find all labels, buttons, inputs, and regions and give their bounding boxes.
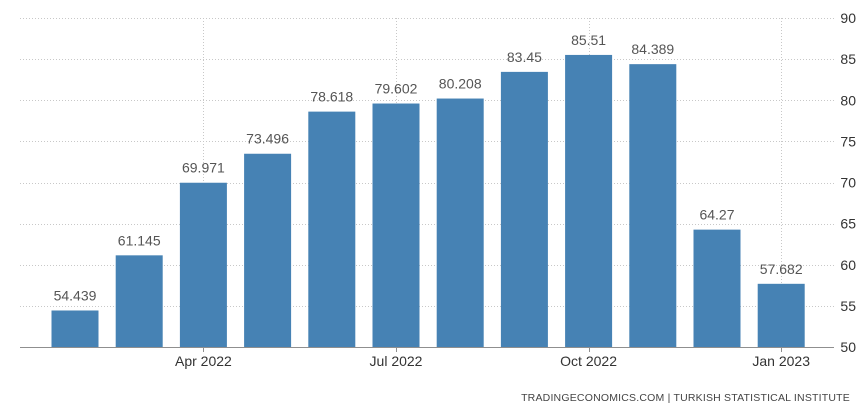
y-tick-label-90: 90	[840, 10, 856, 26]
data-label-sep-2022: 83.45	[507, 49, 542, 65]
bar-oct-2022	[565, 54, 613, 348]
bar-apr-2022	[179, 182, 227, 347]
bar-mar-2022	[115, 255, 163, 347]
data-labels: 54.439 61.145 69.971 73.496 78.618 79.602 80.2…	[54, 32, 803, 304]
y-tick-label-70: 70	[840, 175, 856, 191]
x-axis	[20, 347, 834, 352]
data-label-apr-2022: 69.971	[182, 160, 225, 176]
y-tick-label-85: 85	[840, 51, 856, 67]
y-tick-label-75: 75	[840, 133, 856, 149]
bar-nov-2022	[629, 64, 677, 347]
data-label-jul-2022: 79.602	[375, 81, 418, 97]
bars	[51, 54, 805, 348]
y-tick-label-50: 50	[840, 339, 856, 355]
x-axis-ticks: Apr 2022 Jul 2022 Oct 2022 Jan 2023	[175, 353, 810, 369]
data-label-feb-2022: 54.439	[54, 287, 97, 303]
x-tick-label-jan-2023: Jan 2023	[752, 353, 810, 369]
bar-jul-2022	[372, 103, 420, 347]
y-axis-ticks: 50 55 60 65 70 75 80 85 90	[840, 10, 856, 355]
x-tick-label-apr-2022: Apr 2022	[175, 353, 232, 369]
source-credit: TRADINGECONOMICS.COM | TURKISH STATISTIC…	[521, 392, 850, 404]
y-tick-label-65: 65	[840, 216, 856, 232]
bar-may-2022	[244, 153, 292, 347]
data-label-mar-2022: 61.145	[118, 232, 161, 248]
y-tick-label-55: 55	[840, 298, 856, 314]
bar-sep-2022	[500, 71, 548, 347]
bar-dec-2022	[693, 229, 741, 347]
data-label-oct-2022: 85.51	[571, 32, 606, 48]
y-tick-label-60: 60	[840, 257, 856, 273]
data-label-jun-2022: 78.618	[310, 89, 353, 105]
bar-jun-2022	[308, 111, 356, 348]
x-tick-label-oct-2022: Oct 2022	[560, 353, 617, 369]
data-label-dec-2022: 64.27	[699, 207, 734, 223]
bar-jan-2023	[757, 283, 805, 347]
x-tick-label-jul-2022: Jul 2022	[370, 353, 423, 369]
bar-feb-2022	[51, 310, 99, 347]
bar-aug-2022	[436, 98, 484, 347]
data-label-jan-2023: 57.682	[760, 261, 803, 277]
data-label-nov-2022: 84.389	[631, 41, 674, 57]
data-label-may-2022: 73.496	[246, 131, 289, 147]
data-label-aug-2022: 80.208	[439, 76, 482, 92]
y-tick-label-80: 80	[840, 92, 856, 108]
